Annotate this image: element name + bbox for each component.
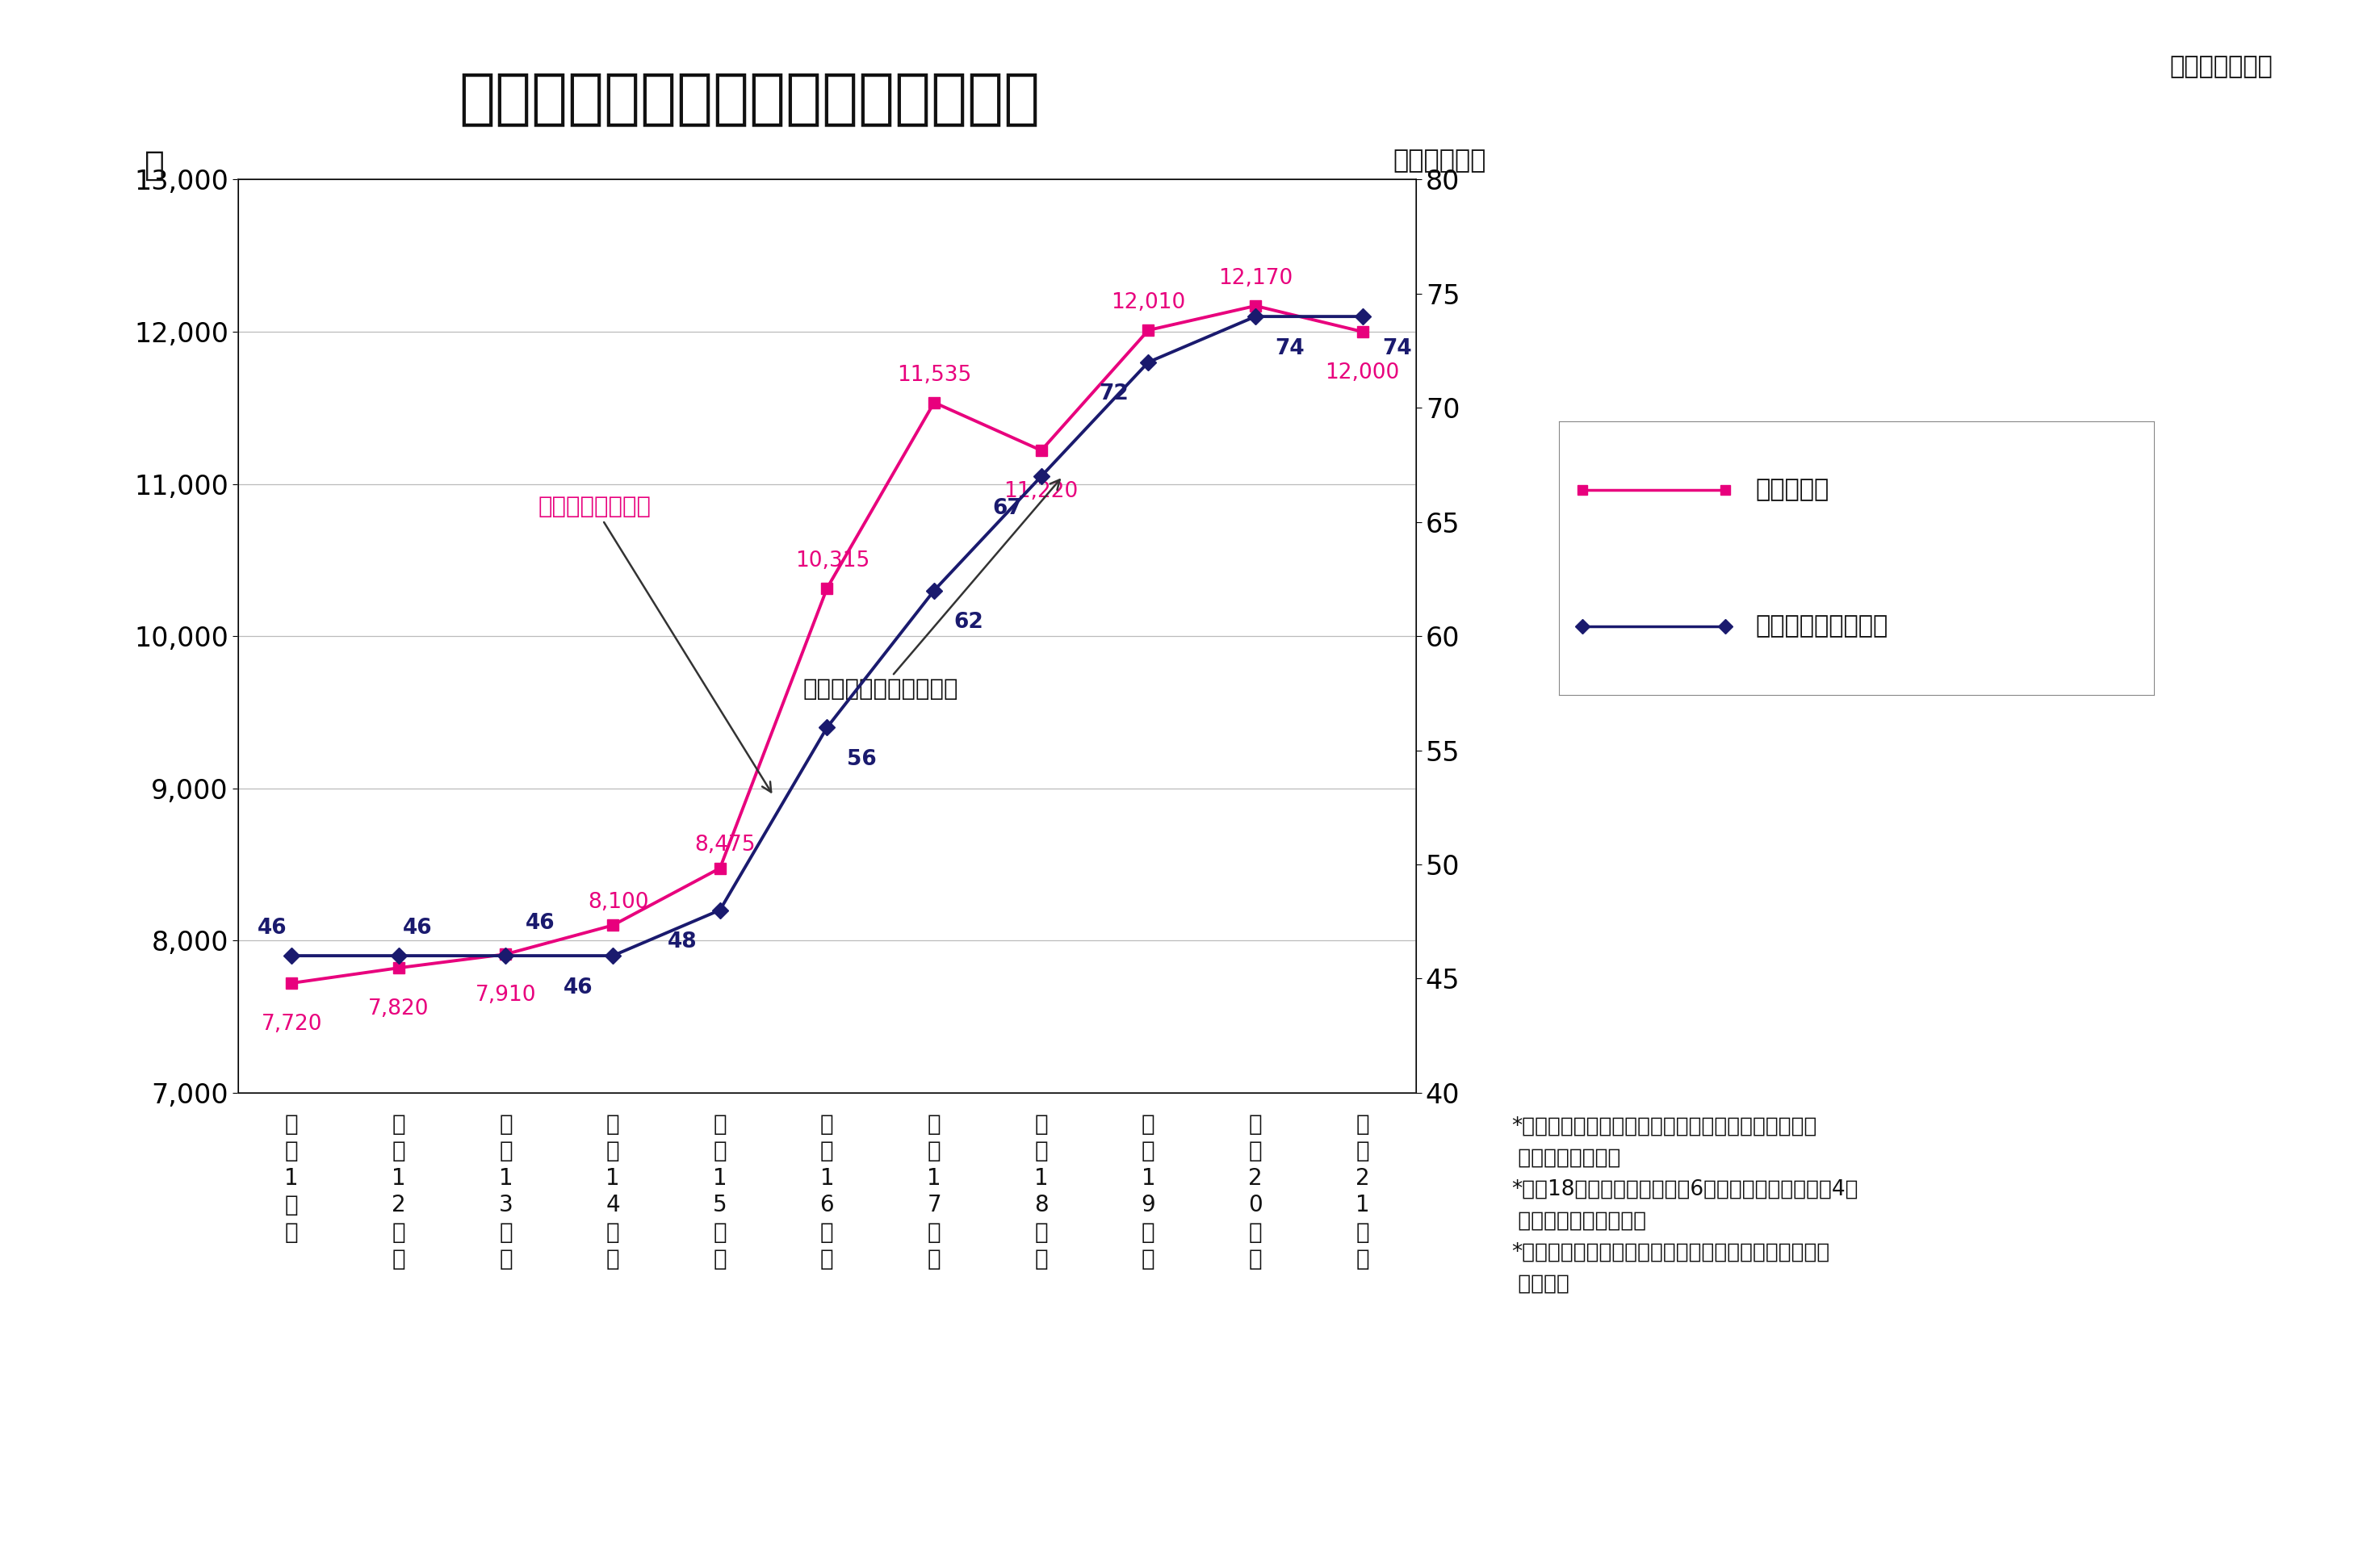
Text: 薬科大学・薬学部数: 薬科大学・薬学部数 [1754, 615, 1887, 638]
Text: *日本私立薬科大学協会だより及び文科省作成資料等
 よりデータを抜粋
*平成18年度以降については6年制課程のみの定員で4年
 制課程の定員は含まず
*徳島文理: *日本私立薬科大学協会だより及び文科省作成資料等 よりデータを抜粋 *平成18年… [1511, 1116, 1859, 1294]
Text: 平
成
1
4
年
度: 平 成 1 4 年 度 [607, 1113, 619, 1271]
Text: 平
成
2
0
年
度: 平 成 2 0 年 度 [1247, 1113, 1264, 1271]
Text: 12,000: 12,000 [1326, 362, 1399, 384]
Text: 7,720: 7,720 [262, 1013, 321, 1035]
Text: 12,170: 12,170 [1219, 268, 1292, 289]
Text: 平
成
1
2
年
度: 平 成 1 2 年 度 [393, 1113, 405, 1271]
Text: 人: 人 [145, 148, 164, 183]
Text: 62: 62 [954, 612, 983, 632]
Text: 46: 46 [526, 913, 555, 933]
Text: 46: 46 [257, 918, 288, 938]
Text: 10,315: 10,315 [795, 551, 869, 571]
Text: 大学・学部数（右目盛）: 大学・学部数（右目盛） [802, 479, 1059, 701]
Text: 67: 67 [992, 498, 1021, 518]
Text: 平
成
1
年
度: 平 成 1 年 度 [286, 1113, 298, 1244]
Text: 平
成
1
5
年
度: 平 成 1 5 年 度 [714, 1113, 726, 1271]
Text: 74: 74 [1276, 339, 1304, 359]
Text: 12,010: 12,010 [1111, 292, 1185, 314]
Text: 11,220: 11,220 [1004, 481, 1078, 503]
Text: 大学・学部数: 大学・学部数 [1392, 148, 1488, 173]
Text: 7,820: 7,820 [369, 999, 428, 1019]
Text: 8,100: 8,100 [588, 891, 650, 913]
Text: 48: 48 [669, 932, 697, 952]
Text: 平
成
1
3
年
度: 平 成 1 3 年 度 [497, 1113, 514, 1271]
Text: 7,910: 7,910 [476, 985, 536, 1005]
Text: 8,475: 8,475 [695, 835, 757, 855]
Text: 72: 72 [1100, 384, 1128, 404]
Text: 平
成
1
9
年
度: 平 成 1 9 年 度 [1140, 1113, 1157, 1271]
Text: 定員数（左目盛）: 定員数（左目盛） [538, 495, 771, 791]
Text: 11,535: 11,535 [897, 365, 971, 386]
Text: 平
成
1
8
年
度: 平 成 1 8 年 度 [1035, 1113, 1047, 1271]
Text: 平
成
1
6
年
度: 平 成 1 6 年 度 [821, 1113, 833, 1271]
Text: 定員数及び薬科大学・薬学部数推移: 定員数及び薬科大学・薬学部数推移 [459, 70, 1040, 130]
Text: 平
成
1
7
年
度: 平 成 1 7 年 度 [928, 1113, 940, 1271]
Text: 46: 46 [564, 977, 593, 997]
Text: 56: 56 [847, 749, 876, 770]
Text: 平
成
2
1
年
度: 平 成 2 1 年 度 [1357, 1113, 1368, 1271]
Text: 大学定員数: 大学定員数 [1754, 478, 1828, 501]
Text: 74: 74 [1383, 339, 1411, 359]
Text: 46: 46 [402, 918, 433, 938]
Text: 日薬事務局作成: 日薬事務局作成 [2171, 55, 2273, 78]
